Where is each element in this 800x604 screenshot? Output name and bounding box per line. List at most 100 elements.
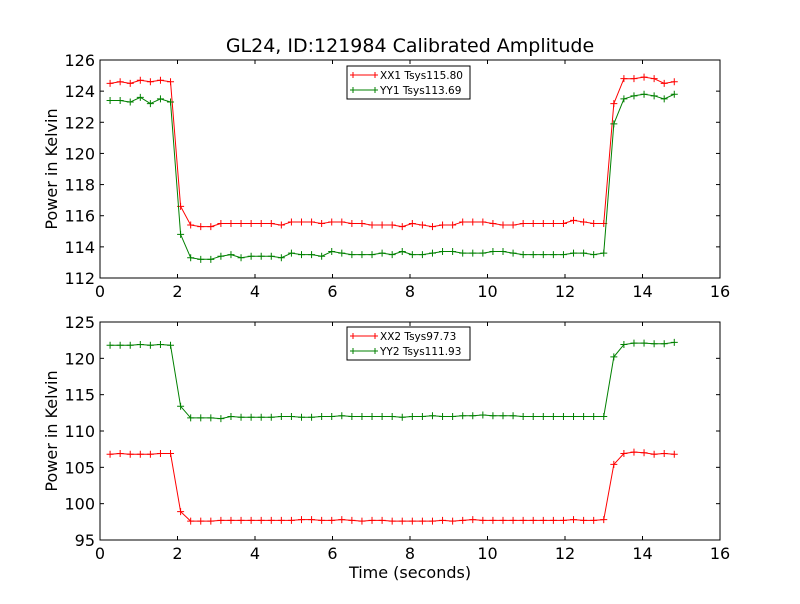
x-tick-label: 16	[710, 282, 730, 301]
data-point	[267, 516, 275, 524]
data-point	[167, 341, 175, 349]
data-point	[529, 220, 537, 227]
data-point	[459, 218, 467, 226]
data-point	[298, 251, 305, 259]
data-point	[287, 249, 295, 257]
data-point	[449, 517, 457, 525]
data-point	[136, 341, 144, 349]
data-point	[408, 251, 416, 259]
data-point	[640, 449, 648, 457]
data-point	[247, 413, 255, 421]
data-point	[489, 220, 497, 227]
data-point	[106, 79, 114, 87]
legend-label: YY2 Tsys111.93	[379, 346, 461, 358]
y-tick-label: 122	[64, 113, 95, 132]
data-point	[469, 412, 477, 420]
data-point	[529, 251, 537, 259]
data-point	[549, 220, 557, 227]
data-point	[549, 251, 557, 259]
data-point	[136, 76, 144, 84]
data-point	[177, 508, 185, 516]
data-point	[257, 252, 265, 260]
data-point	[580, 412, 588, 420]
y-tick-label: 125	[64, 313, 95, 332]
data-point	[267, 413, 275, 421]
data-point	[378, 412, 386, 420]
data-point	[449, 248, 457, 256]
series-line-1	[110, 451, 675, 522]
data-point	[197, 255, 205, 263]
data-point	[559, 251, 567, 259]
data-point	[418, 251, 426, 259]
data-point	[630, 448, 638, 456]
data-point	[126, 450, 134, 458]
data-point	[509, 249, 517, 257]
data-point	[308, 516, 316, 524]
data-point	[660, 79, 668, 87]
data-point	[308, 218, 316, 226]
data-point	[308, 251, 316, 259]
data-point	[318, 252, 326, 260]
data-point	[298, 413, 305, 421]
y-tick-label: 124	[64, 82, 95, 101]
data-point	[418, 221, 426, 229]
data-point	[620, 341, 628, 349]
legend-label: YY1 Tsys113.69	[379, 85, 461, 97]
x-tick-label: 2	[172, 282, 182, 301]
data-point	[408, 412, 416, 420]
data-point	[116, 96, 124, 104]
y-tick-label: 112	[64, 269, 95, 288]
y-tick-label: 115	[64, 386, 95, 405]
y-tick-label: 114	[64, 238, 95, 257]
data-point	[207, 223, 215, 231]
data-point	[499, 516, 507, 524]
legend-marker	[372, 348, 378, 354]
data-point	[217, 220, 225, 227]
data-point	[378, 249, 386, 257]
data-point	[469, 249, 477, 257]
data-point	[227, 412, 235, 420]
data-point	[580, 218, 588, 226]
data-point	[308, 413, 316, 421]
data-point	[418, 517, 426, 525]
data-point	[328, 412, 336, 420]
y-tick-label: 116	[64, 207, 95, 226]
data-point	[479, 249, 487, 257]
data-point	[207, 255, 215, 263]
data-point	[388, 221, 396, 229]
data-point	[559, 516, 567, 524]
data-point	[177, 230, 185, 238]
x-tick-label: 2	[172, 544, 182, 563]
data-point	[590, 251, 598, 259]
data-point	[439, 516, 447, 524]
data-point	[338, 218, 346, 226]
y-tick-label: 95	[75, 531, 95, 550]
data-point	[106, 341, 114, 349]
data-point	[650, 450, 658, 458]
data-point	[408, 220, 416, 227]
x-tick-label: 4	[250, 544, 260, 563]
data-point	[207, 414, 215, 422]
legend: XX2 Tsys97.73 YY2 Tsys111.93	[346, 326, 471, 361]
legend-label: XX2 Tsys97.73	[380, 331, 456, 343]
data-point	[630, 339, 638, 347]
data-point	[277, 412, 285, 420]
data-point	[298, 218, 305, 226]
data-point	[479, 516, 487, 524]
y-tick-label: 100	[64, 495, 95, 514]
x-tick-label: 6	[327, 282, 337, 301]
data-point	[509, 412, 517, 420]
y-tick-label: 120	[64, 144, 95, 163]
x-tick-label: 4	[250, 282, 260, 301]
data-point	[620, 450, 628, 458]
data-point	[146, 450, 154, 458]
x-tick-label: 0	[95, 282, 105, 301]
data-point	[237, 413, 245, 421]
data-point	[509, 516, 517, 524]
data-point	[116, 78, 124, 86]
data-point	[650, 340, 658, 348]
y-axis-label: Power in Kelvin	[42, 108, 61, 229]
x-tick-label: 6	[327, 544, 337, 563]
data-point	[388, 251, 396, 259]
data-point	[559, 220, 567, 227]
